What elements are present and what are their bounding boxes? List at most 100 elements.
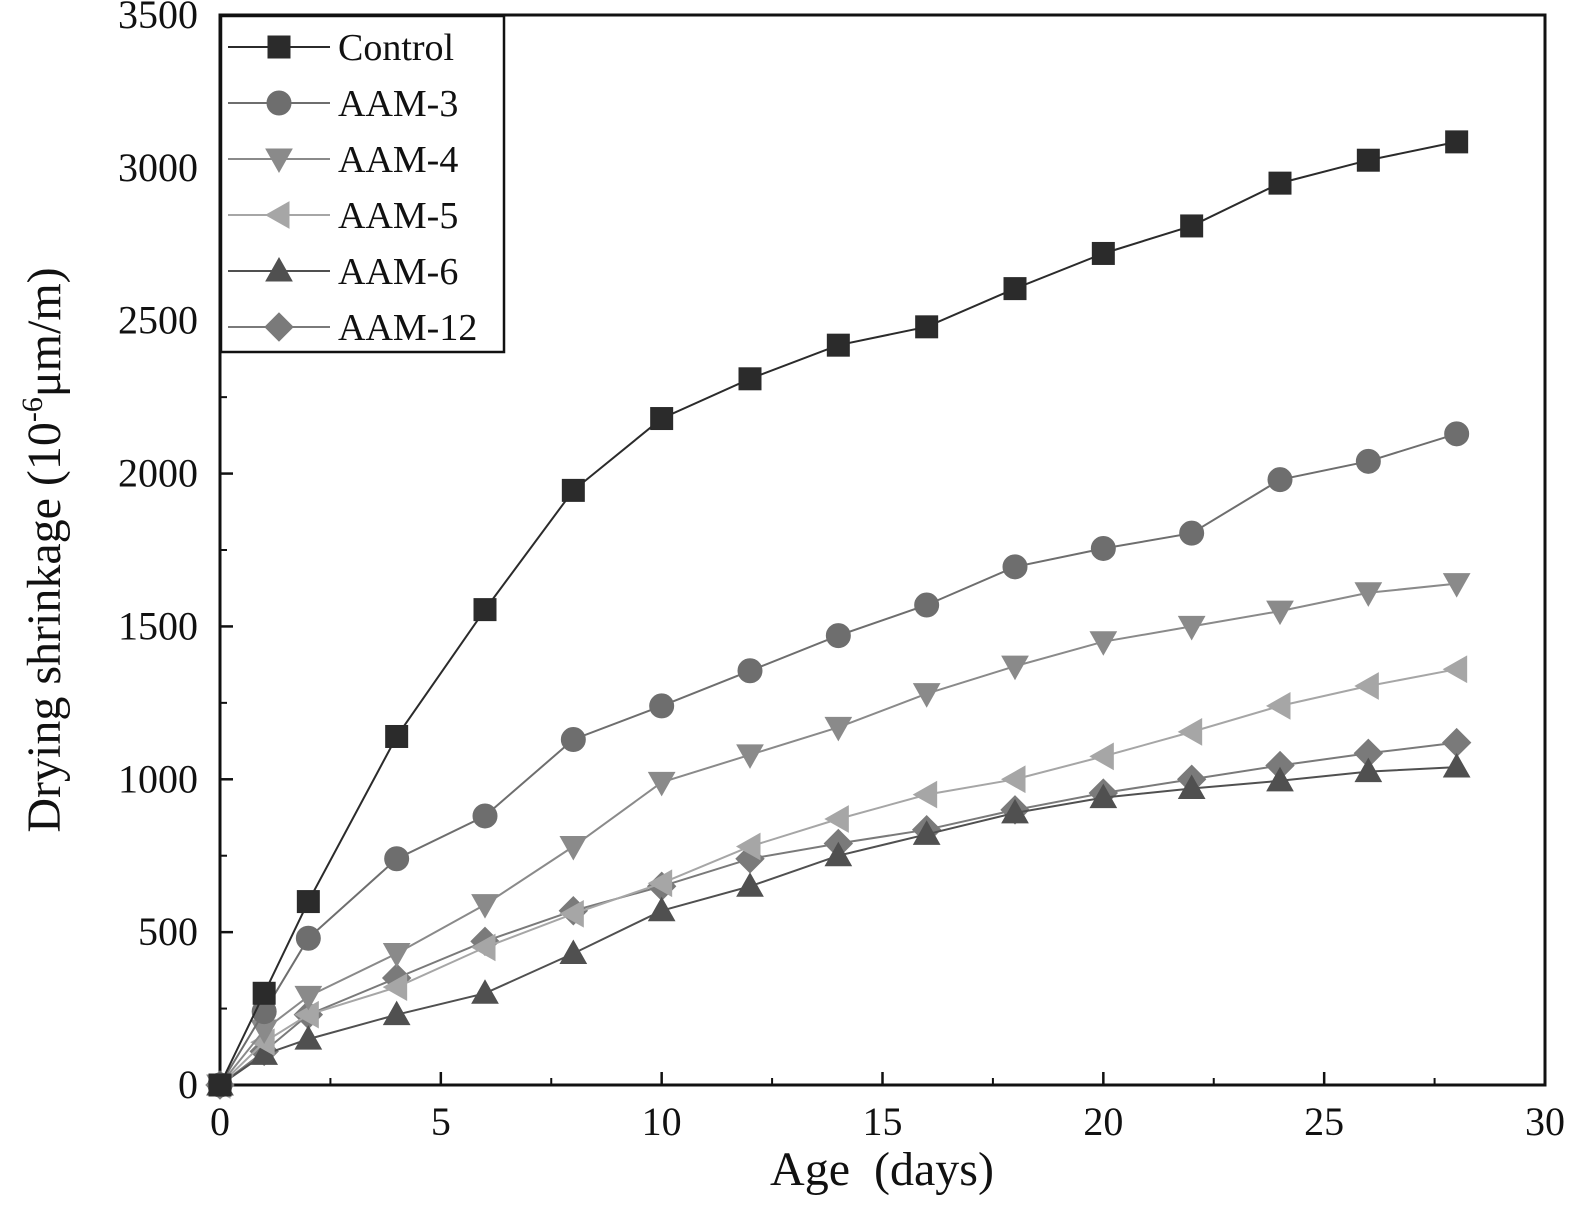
- data-point-control: [1003, 277, 1027, 301]
- y-tick-label: 3500: [118, 0, 198, 37]
- data-point-aam-6: [471, 979, 499, 1004]
- legend-entry-aam-4: AAM-4: [228, 139, 458, 181]
- series-line-aam-12: [219, 741, 1457, 1086]
- data-point-control: [1445, 130, 1469, 154]
- data-point-aam-4: [1001, 655, 1029, 681]
- data-point-control: [1091, 241, 1115, 265]
- data-point-control: [252, 981, 276, 1005]
- legend-label: Control: [338, 27, 454, 69]
- legend: Control AAM-3 AAM-4 AAM-5 AAM-6 AAM-12: [219, 14, 506, 354]
- y-tick-label: 500: [138, 909, 198, 954]
- legend-marker: [264, 312, 294, 342]
- data-point-aam-3: [1355, 448, 1381, 474]
- x-tick-label: 30: [1525, 1099, 1565, 1144]
- data-point-control: [1268, 171, 1292, 195]
- data-point-aam-5: [912, 780, 938, 809]
- series-line-aam-3: [219, 432, 1457, 1086]
- data-point-control: [561, 478, 585, 502]
- x-axis-title: Age (days): [770, 1143, 994, 1196]
- legend-label: AAM-4: [338, 139, 458, 181]
- data-point-aam-4: [1354, 582, 1383, 607]
- y-tick-label: 1000: [118, 756, 198, 801]
- data-point-aam-4: [559, 836, 588, 861]
- data-point-aam-3: [1090, 535, 1116, 561]
- data-point-control: [826, 333, 850, 357]
- data-point-aam-5: [1177, 718, 1203, 746]
- data-point-control: [296, 890, 320, 914]
- data-point-aam-5: [1089, 742, 1114, 771]
- legend-marker: [266, 90, 292, 116]
- y-axis-title-main: Drying shrinkage (10: [18, 422, 71, 833]
- series-aam-5: [205, 655, 1468, 1099]
- data-point-aam-5: [1354, 672, 1379, 700]
- data-point-aam-6: [1266, 766, 1294, 792]
- data-point-aam-6: [1001, 798, 1029, 824]
- data-point-aam-5: [824, 805, 849, 833]
- data-point-aam-4: [912, 683, 941, 708]
- data-point-control: [208, 1073, 232, 1097]
- axis-ticks: 0 5 10 15 20 25 30 0 500 1000 1500 2000 2500 3000 3500: [118, 0, 1565, 1144]
- legend-marker: [264, 201, 290, 229]
- data-point-aam-5: [647, 869, 673, 898]
- legend-entry-aam-6: AAM-6: [228, 251, 458, 293]
- data-point-aam-6: [382, 1000, 411, 1026]
- data-point-control: [1356, 148, 1380, 172]
- x-tick-label: 10: [642, 1099, 682, 1144]
- x-tick-label: 15: [863, 1099, 903, 1144]
- data-point-aam-3: [1002, 554, 1028, 580]
- series-line-control: [219, 140, 1457, 1086]
- data-point-aam-6: [559, 939, 588, 965]
- legend-entry-aam-3: AAM-3: [228, 83, 458, 125]
- y-tick-label: 0: [178, 1062, 198, 1107]
- data-point-aam-3: [1179, 520, 1205, 546]
- data-point-aam-5: [294, 1000, 319, 1029]
- legend-entry-aam-12: AAM-12: [228, 307, 477, 349]
- x-tick-label: 5: [431, 1099, 451, 1144]
- y-tick-label: 2000: [118, 451, 198, 496]
- data-point-aam-6: [1354, 757, 1383, 783]
- data-point-control: [1180, 214, 1204, 238]
- data-point-aam-3: [384, 846, 410, 872]
- data-point-aam-3: [560, 727, 586, 753]
- data-point-aam-4: [1266, 600, 1294, 626]
- y-tick-label: 1500: [118, 603, 198, 648]
- data-point-aam-5: [470, 933, 496, 962]
- data-point-control: [473, 598, 497, 622]
- data-point-aam-6: [912, 820, 941, 845]
- y-tick-label: 3000: [118, 145, 198, 190]
- data-point-aam-3: [825, 623, 851, 649]
- series-line-aam-4: [219, 582, 1457, 1086]
- data-point-aam-4: [1442, 573, 1471, 598]
- x-tick-label: 25: [1304, 1099, 1344, 1144]
- data-point-aam-3: [737, 658, 763, 684]
- data-point-aam-4: [1089, 631, 1118, 656]
- data-point-aam-5: [735, 832, 761, 861]
- data-point-aam-4: [736, 744, 764, 769]
- data-point-aam-6: [1442, 753, 1471, 778]
- data-point-aam-6: [824, 841, 853, 867]
- data-point-aam-6: [736, 872, 764, 897]
- series-line-aam-6: [219, 766, 1457, 1086]
- x-tick-label: 20: [1083, 1099, 1123, 1144]
- data-point-aam-5: [559, 899, 584, 928]
- legend-label: AAM-3: [338, 83, 458, 125]
- data-point-aam-6: [294, 1025, 323, 1050]
- legend-label: AAM-12: [338, 307, 477, 349]
- data-point-aam-3: [914, 592, 940, 618]
- data-point-aam-3: [1267, 467, 1293, 493]
- data-point-aam-3: [472, 803, 498, 829]
- legend-marker: [265, 148, 293, 174]
- data-point-aam-4: [647, 771, 676, 797]
- data-point-aam-4: [1177, 615, 1206, 641]
- series-line-aam-5: [219, 668, 1457, 1086]
- series-control: [208, 130, 1469, 1097]
- data-point-aam-5: [1000, 765, 1026, 794]
- data-point-control: [650, 407, 674, 431]
- y-axis-title-unit: μm/m): [18, 267, 71, 397]
- data-point-aam-5: [1265, 692, 1291, 720]
- data-point-aam-3: [295, 925, 321, 951]
- legend-label: AAM-6: [338, 251, 458, 293]
- data-point-aam-4: [471, 894, 499, 919]
- data-point-control: [738, 367, 762, 391]
